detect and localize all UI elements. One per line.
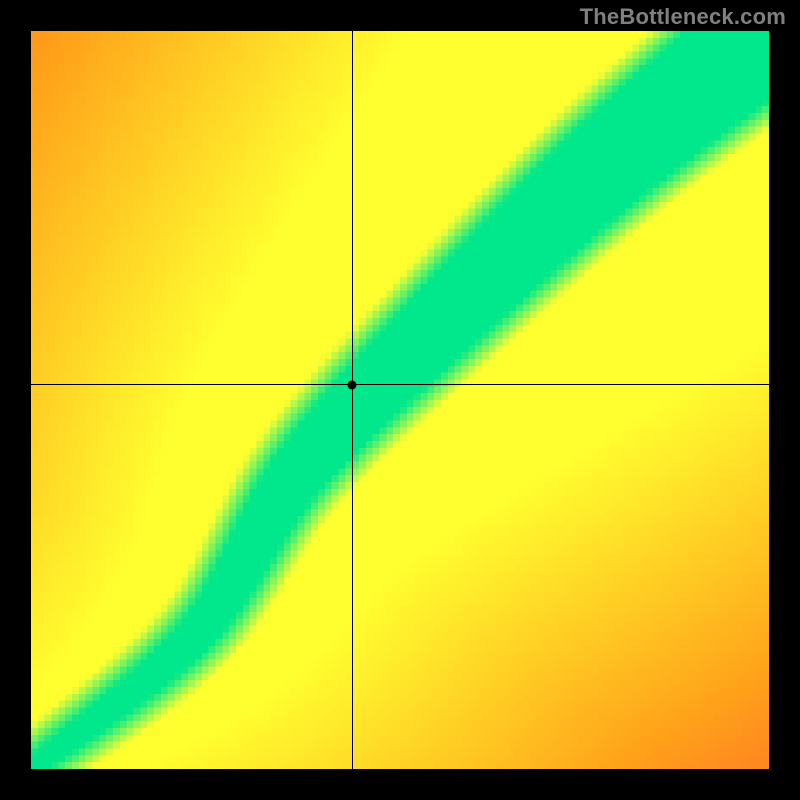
watermark-text: TheBottleneck.com	[580, 4, 786, 30]
chart-container: TheBottleneck.com	[0, 0, 800, 800]
crosshair-vertical	[352, 31, 353, 769]
marker-dot	[348, 380, 357, 389]
heatmap-plot	[31, 31, 769, 769]
crosshair-horizontal	[31, 384, 769, 385]
